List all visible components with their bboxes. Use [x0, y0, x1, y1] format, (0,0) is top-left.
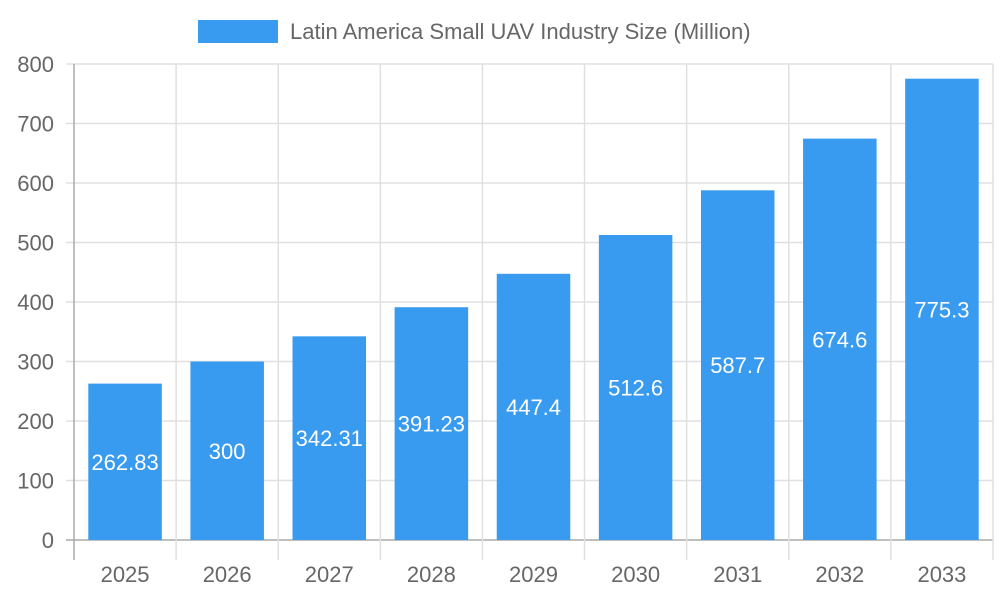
- x-tick-label: 2025: [101, 562, 150, 587]
- legend-swatch: [198, 20, 278, 43]
- bars: 262.83 300 342.31 391.23 447.4 512.6 587.7 674.…: [88, 78, 979, 541]
- y-tick-label: 500: [17, 231, 54, 256]
- data-label: 512.6: [608, 376, 663, 401]
- data-label: 391.23: [398, 412, 465, 437]
- y-tick-label: 400: [17, 290, 54, 315]
- x-tick-label: 2033: [917, 562, 966, 587]
- x-tick-label: 2026: [203, 562, 252, 587]
- data-label: 775.3: [914, 297, 969, 322]
- bar: [803, 138, 877, 540]
- data-label: 587.7: [710, 353, 765, 378]
- axes: 0 100 200 300 400 500 600 700 800 2025 2026 2027 202…: [17, 52, 966, 587]
- bar: [598, 235, 673, 541]
- bar: [496, 273, 571, 540]
- bar: [292, 336, 367, 540]
- bar: [190, 361, 264, 540]
- x-tick-label: 2031: [713, 562, 762, 587]
- y-tick-label: 800: [17, 52, 54, 77]
- y-tick-label: 600: [17, 171, 54, 196]
- x-tick-label: 2029: [509, 562, 558, 587]
- bar: [394, 307, 469, 540]
- x-tick-label: 2028: [407, 562, 456, 587]
- data-label: 447.4: [506, 395, 561, 420]
- bar: [700, 190, 775, 541]
- data-label: 262.83: [91, 450, 158, 475]
- data-label: 342.31: [296, 426, 363, 451]
- data-label: 300: [209, 439, 246, 464]
- bar: [905, 78, 979, 540]
- x-tick-label: 2032: [815, 562, 864, 587]
- data-label: 674.6: [812, 327, 867, 352]
- y-tick-label: 0: [42, 528, 54, 553]
- bar: [88, 383, 162, 540]
- legend-label: Latin America Small UAV Industry Size (M…: [290, 19, 751, 44]
- y-tick-label: 700: [17, 112, 54, 137]
- y-tick-label: 100: [17, 469, 54, 494]
- x-tick-label: 2027: [305, 562, 354, 587]
- y-tick-label: 200: [17, 409, 54, 434]
- x-tick-label: 2030: [611, 562, 660, 587]
- legend[interactable]: Latin America Small UAV Industry Size (M…: [198, 19, 751, 44]
- y-tick-label: 300: [17, 350, 54, 375]
